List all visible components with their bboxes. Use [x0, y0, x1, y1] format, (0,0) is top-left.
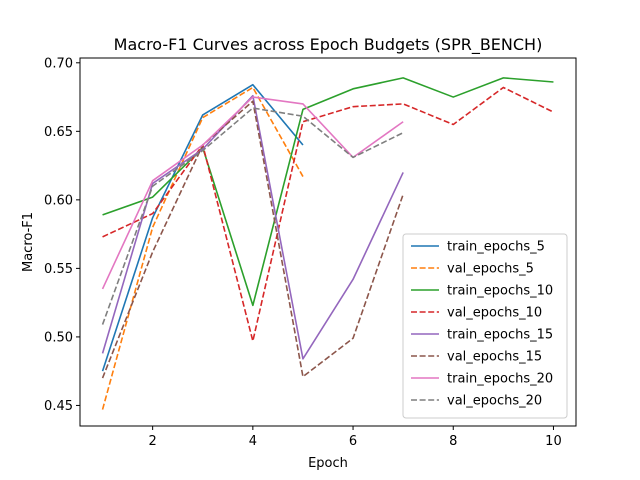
series-line-val_epochs_10: [102, 86, 554, 342]
y-tick-label: 0.65: [44, 125, 73, 140]
series-line-train_epochs_5: [101, 83, 304, 372]
x-axis: 2 4 6 8 10: [149, 426, 562, 449]
y-axis: 0.45 0.50 0.55 0.60 0.65 0.70: [44, 56, 80, 414]
series-line-train_epochs_10: [102, 77, 554, 307]
series-line-train_epochs_15: [101, 94, 404, 360]
y-tick-label: 0.70: [44, 56, 73, 71]
x-tick-label: 6: [349, 434, 357, 449]
x-tick-label: 8: [449, 434, 457, 449]
y-tick-label: 0.60: [44, 193, 73, 208]
series-line-val_epochs_20: [101, 107, 404, 325]
x-axis-label: Epoch: [308, 456, 348, 471]
series-line-train_epochs_20: [101, 96, 404, 290]
legend-label-val_epochs_20: val_epochs_20: [447, 394, 542, 409]
legend: train_epochs_5 val_epochs_5 train_epochs_1…: [402, 233, 568, 419]
legend-label-train_epochs_20: train_epochs_20: [447, 372, 553, 387]
legend-label-train_epochs_5: train_epochs_5: [447, 240, 545, 255]
legend-label-train_epochs_10: train_epochs_10: [447, 284, 553, 299]
series-line-val_epochs_5: [101, 86, 304, 410]
legend-label-val_epochs_5: val_epochs_5: [447, 262, 534, 277]
chart-title: Macro-F1 Curves across Epoch Budgets (SP…: [114, 35, 543, 55]
legend-label-val_epochs_10: val_epochs_10: [447, 306, 542, 321]
y-tick-label: 0.45: [44, 399, 73, 414]
x-tick-label: 4: [249, 434, 257, 449]
y-tick-label: 0.50: [44, 330, 73, 345]
legend-label-train_epochs_15: train_epochs_15: [447, 328, 553, 343]
series-line-val_epochs_15: [101, 100, 404, 379]
x-tick-label: 10: [545, 434, 562, 449]
y-tick-label: 0.55: [44, 262, 73, 277]
legend-box: [402, 233, 568, 419]
y-axis-label: Macro-F1: [21, 212, 36, 272]
plot-area: [101, 77, 554, 410]
legend-label-val_epochs_15: val_epochs_15: [447, 350, 542, 365]
axes-frame: [79, 57, 577, 427]
x-tick-label: 2: [149, 434, 157, 449]
